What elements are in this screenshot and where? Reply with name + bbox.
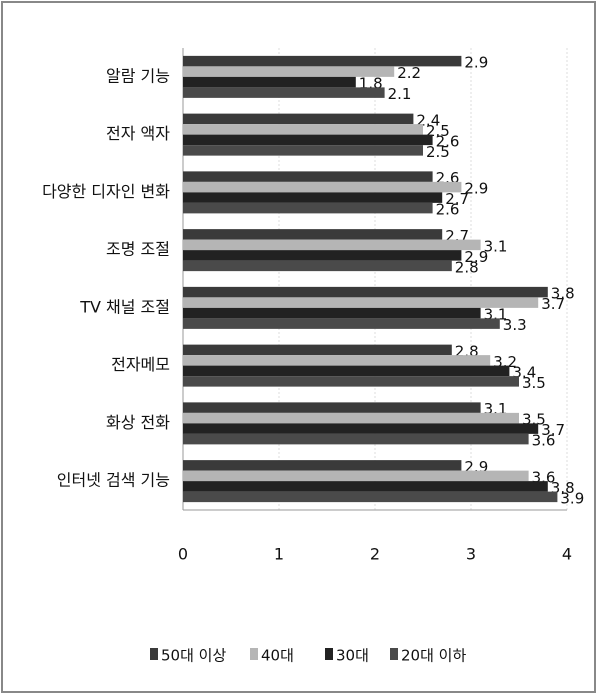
bar [183, 76, 356, 88]
bar [183, 402, 481, 413]
data-label: 2.6 [436, 201, 460, 219]
bar [183, 318, 500, 329]
bar [183, 460, 462, 471]
legend-swatch [325, 648, 333, 660]
legend-label: 50대 이상 [161, 647, 226, 665]
bar [183, 481, 548, 492]
bar [183, 239, 481, 251]
legend-swatch [150, 648, 158, 660]
data-label: 2.2 [397, 64, 421, 82]
legend-label: 30대 [336, 647, 369, 665]
data-label: 2.5 [426, 143, 450, 161]
data-label: 2.9 [464, 54, 488, 72]
x-tick-label: 0 [178, 545, 188, 564]
legend-swatch [250, 648, 258, 660]
bar [183, 355, 491, 366]
data-label: 2.6 [436, 132, 460, 150]
bar [183, 229, 443, 240]
data-label: 2.9 [464, 180, 488, 198]
x-tick-label: 3 [466, 545, 476, 564]
bar [183, 260, 452, 272]
bar [183, 134, 433, 146]
data-label: 2.8 [455, 258, 479, 276]
x-tick-label: 4 [562, 545, 572, 564]
bar [183, 171, 433, 182]
bar [183, 433, 529, 445]
bar [183, 113, 414, 125]
bar [183, 423, 539, 434]
data-label: 2.9 [464, 248, 488, 266]
data-label: 3.7 [541, 295, 565, 313]
legend-label: 20대 이하 [401, 647, 466, 665]
category-label: 알람 기능 [106, 66, 170, 85]
data-label: 2.7 [445, 190, 469, 208]
category-label: 화상 전화 [106, 413, 170, 432]
bar [183, 286, 548, 298]
category-label: 인터넷 검색 기능 [57, 471, 170, 490]
category-label: 전자 액자 [106, 124, 170, 143]
bar [183, 412, 519, 424]
bar [183, 181, 462, 193]
bar [183, 365, 510, 377]
bar [183, 470, 529, 482]
bar [183, 55, 462, 67]
x-tick-label: 1 [274, 545, 284, 564]
bar [183, 192, 443, 203]
bar [183, 297, 539, 308]
data-label: 3.8 [551, 285, 575, 303]
data-label: 3.7 [541, 421, 565, 439]
category-label: 전자메모 [111, 355, 170, 374]
bar [183, 344, 452, 356]
data-label: 3.5 [522, 374, 546, 392]
bar [183, 202, 433, 214]
legend-swatch [390, 648, 398, 660]
legend-label: 40대 [261, 647, 294, 665]
bar [183, 66, 395, 77]
bar [183, 87, 385, 98]
bar [183, 124, 423, 135]
bar [183, 250, 462, 261]
category-label: 다양한 디자인 변화 [42, 182, 170, 201]
bar [183, 491, 558, 503]
data-label: 3.1 [484, 237, 508, 255]
data-label: 3.9 [560, 489, 584, 507]
data-label: 2.1 [388, 85, 412, 103]
bar [183, 376, 519, 387]
category-label: 조명 조절 [106, 240, 170, 259]
bar [183, 145, 423, 156]
bar [183, 307, 481, 319]
data-label: 3.6 [532, 432, 556, 450]
x-tick-label: 2 [370, 545, 380, 564]
category-label: TV 채널 조절 [79, 297, 170, 316]
data-label: 3.3 [503, 316, 527, 334]
